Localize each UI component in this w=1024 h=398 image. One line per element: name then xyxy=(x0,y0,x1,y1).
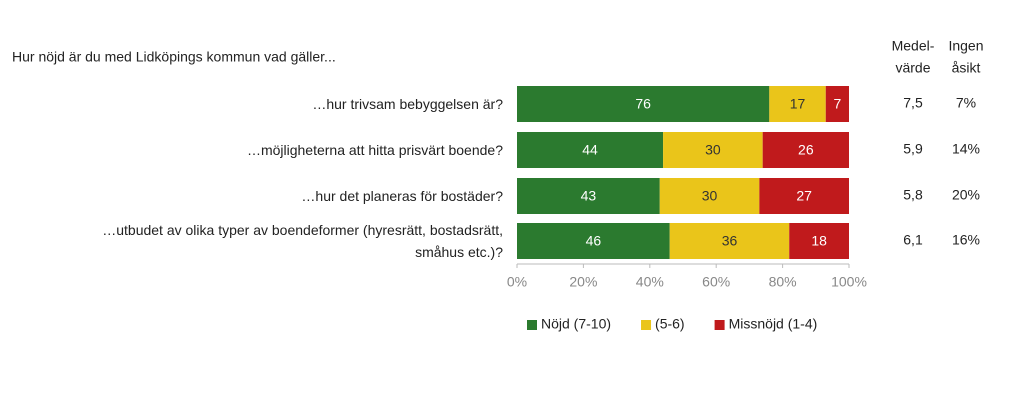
column-value: 5,8 xyxy=(903,187,923,203)
chart-title: Hur nöjd är du med Lidköpings kommun vad… xyxy=(12,49,336,65)
legend-label: (5-6) xyxy=(655,316,685,332)
x-tick-label: 0% xyxy=(507,274,527,290)
column-value: 5,9 xyxy=(903,141,923,157)
legend-label: Missnöjd (1-4) xyxy=(729,316,818,332)
column-header: Medel- xyxy=(892,38,935,54)
bar-segment xyxy=(517,86,770,122)
bar-segment xyxy=(762,132,849,168)
x-tick-label: 100% xyxy=(831,274,867,290)
legend-swatch xyxy=(527,320,537,330)
column-header: värde xyxy=(895,60,930,76)
column-header: åsikt xyxy=(952,60,981,76)
column-value: 7% xyxy=(956,95,976,111)
data-label: 27 xyxy=(796,188,812,204)
bar-segment xyxy=(789,223,849,259)
data-label: 17 xyxy=(790,96,806,112)
legend-label: Nöjd (7-10) xyxy=(541,316,611,332)
bar-segment xyxy=(517,223,670,259)
column-value: 14% xyxy=(952,141,980,157)
data-label: 7 xyxy=(833,96,841,112)
column-value: 6,1 xyxy=(903,232,923,248)
data-label: 18 xyxy=(811,233,827,249)
x-tick-label: 20% xyxy=(569,274,597,290)
category-label: …hur det planeras för bostäder? xyxy=(301,188,503,204)
x-tick-label: 40% xyxy=(636,274,664,290)
data-label: 43 xyxy=(581,188,597,204)
bar-segment xyxy=(759,178,849,214)
legend-swatch xyxy=(641,320,652,330)
data-label: 76 xyxy=(635,96,651,112)
category-label: …möjligheterna att hitta prisvärt boende… xyxy=(246,142,503,158)
bar-segment xyxy=(517,178,660,214)
data-label: 30 xyxy=(705,142,721,158)
x-tick-label: 80% xyxy=(769,274,797,290)
column-value: 7,5 xyxy=(903,95,923,111)
column-value: 20% xyxy=(952,187,980,203)
legend-swatch xyxy=(714,320,725,330)
bar-segment xyxy=(517,132,664,168)
data-label: 36 xyxy=(722,233,738,249)
bar-segment xyxy=(825,86,849,122)
column-value: 16% xyxy=(952,232,980,248)
data-label: 30 xyxy=(702,188,718,204)
bar-segment xyxy=(659,178,760,214)
data-label: 46 xyxy=(586,233,602,249)
column-header: Ingen xyxy=(948,38,983,54)
data-label: 44 xyxy=(582,142,598,158)
bar-segment xyxy=(769,86,826,122)
x-tick-label: 60% xyxy=(702,274,730,290)
bar-segment xyxy=(669,223,790,259)
data-label: 26 xyxy=(798,142,814,158)
category-label: …hur trivsam bebyggelsen är? xyxy=(312,96,503,112)
bar-segment xyxy=(663,132,763,168)
category-label: …utbudet av olika typer av boendeformer … xyxy=(102,222,503,260)
